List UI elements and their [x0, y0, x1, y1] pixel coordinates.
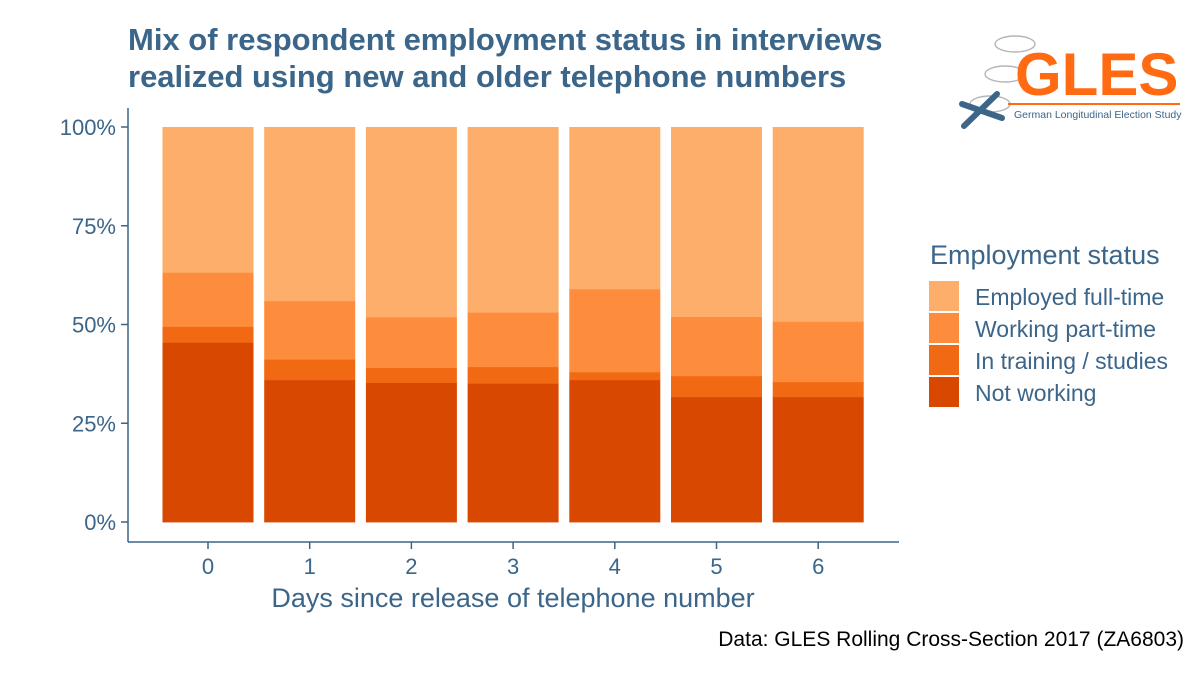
y-tick-label: 50%	[72, 313, 116, 338]
bar-segment-0-in-training-studies	[162, 326, 254, 343]
x-ticks: 0 1 2 3 4 5 6	[202, 542, 824, 579]
y-tick-label: 25%	[72, 411, 116, 436]
bar-segment-4-employed-full-time	[569, 127, 661, 290]
bar-segment-6-in-training-studies	[772, 381, 864, 398]
logo-text: GLES	[1015, 41, 1178, 108]
legend-label: Employed full-time	[975, 284, 1164, 310]
legend-label: Working part-time	[975, 316, 1156, 342]
legend-label: In training / studies	[975, 348, 1168, 374]
legend-swatch	[929, 313, 959, 343]
bar-segment-1-in-training-studies	[264, 359, 356, 381]
bar-segment-3-not-working	[467, 383, 559, 523]
bar-segment-1-working-part-time	[264, 300, 356, 360]
bar-segment-0-not-working	[162, 342, 254, 523]
bar-segment-6-not-working	[772, 396, 864, 523]
bar-segment-6-employed-full-time	[772, 127, 864, 322]
legend-swatch	[929, 377, 959, 407]
cross-icon	[959, 91, 1005, 129]
x-tick-label: 1	[304, 554, 316, 579]
x-tick-label: 3	[507, 554, 519, 579]
bar-segment-2-working-part-time	[365, 317, 457, 368]
bar-segment-5-not-working	[671, 396, 762, 523]
bar-segment-4-in-training-studies	[569, 371, 661, 381]
x-tick-label: 5	[710, 554, 722, 579]
legend-items: Employed full-time Working part-time In tr…	[929, 281, 1168, 407]
legend-label: Not working	[975, 380, 1096, 406]
legend: Employment status Employed full-time Work…	[929, 240, 1168, 407]
x-tick-label: 4	[609, 554, 621, 579]
legend-title: Employment status	[930, 240, 1160, 270]
bar-segment-4-not-working	[569, 379, 661, 523]
bar-segment-4-working-part-time	[569, 288, 661, 373]
bar-segment-5-in-training-studies	[671, 375, 762, 398]
bar-segment-0-working-part-time	[162, 272, 254, 327]
bar-segment-0-employed-full-time	[162, 127, 254, 273]
logo-subtitle: German Longitudinal Election Study	[1014, 109, 1182, 121]
bar-segment-5-employed-full-time	[671, 127, 762, 317]
chart-title-line2: realized using new and older telephone n…	[128, 59, 846, 94]
bar-segment-3-in-training-studies	[467, 366, 559, 384]
bar-segment-2-not-working	[365, 382, 457, 523]
bar-segment-1-not-working	[264, 379, 356, 523]
bar-segment-6-working-part-time	[772, 321, 864, 383]
x-tick-label: 2	[405, 554, 417, 579]
y-tick-label: 75%	[72, 214, 116, 239]
bars	[162, 127, 864, 523]
y-tick-label: 0%	[84, 510, 116, 535]
bar-segment-3-working-part-time	[467, 312, 559, 368]
x-axis-label: Days since release of telephone number	[271, 583, 754, 613]
legend-swatch	[929, 281, 959, 311]
y-tick-label: 100%	[60, 115, 116, 140]
bar-segment-2-in-training-studies	[365, 367, 457, 383]
bar-segment-2-employed-full-time	[365, 127, 457, 318]
x-tick-label: 0	[202, 554, 214, 579]
bar-segment-1-employed-full-time	[264, 127, 356, 302]
bar-segment-5-working-part-time	[671, 316, 762, 377]
x-tick-label: 6	[812, 554, 824, 579]
y-ticks: 0% 25% 50% 75% 100%	[60, 115, 128, 535]
bar-segment-3-employed-full-time	[467, 127, 559, 313]
caption: Data: GLES Rolling Cross-Section 2017 (Z…	[718, 628, 1184, 651]
gles-logo: GLES German Longitudinal Election Study	[959, 35, 1182, 129]
chart-title: Mix of respondent employment status in i…	[128, 22, 882, 57]
legend-swatch	[929, 345, 959, 375]
